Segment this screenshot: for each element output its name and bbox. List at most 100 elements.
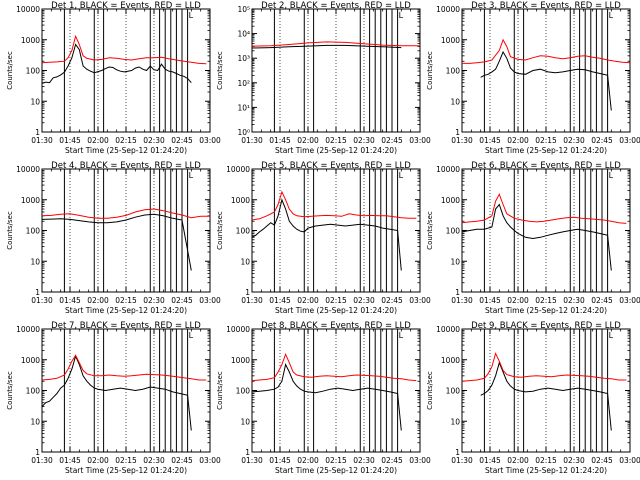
interval-marker-label: L: [189, 11, 194, 20]
x-tick-label: 01:30: [241, 296, 263, 305]
y-tick-label: 1000: [231, 356, 250, 365]
x-tick-label: 02:15: [535, 136, 557, 145]
y-tick-label: 1: [455, 128, 460, 137]
y-tick-label: 100: [26, 67, 41, 76]
plot-title: Det 6, BLACK = Events, RED = LLD: [471, 161, 621, 171]
interval-marker-label: L: [399, 171, 404, 180]
x-tick-label: 02:00: [87, 296, 109, 305]
x-tick-label: 02:30: [353, 456, 375, 465]
x-axis-label: Start Time (25-Sep-12 01:24:20): [485, 146, 607, 155]
x-tick-label: 01:30: [31, 296, 53, 305]
events-series-line: [41, 43, 192, 84]
y-axis-label: Counts/sec: [6, 51, 14, 90]
y-tick-label: 10000: [436, 325, 460, 334]
plot-title: Det 3, BLACK = Events, RED = LLD: [471, 1, 621, 11]
y-axis-label: Counts/sec: [216, 51, 224, 90]
x-tick-label: 01:30: [241, 456, 263, 465]
y-axis-label: Counts/sec: [426, 211, 434, 250]
x-tick-label: 03:00: [199, 296, 221, 305]
y-tick-label: 1: [245, 448, 250, 457]
x-tick-label: 01:45: [269, 136, 291, 145]
y-tick-label: 1000: [21, 356, 40, 365]
events-series-line: [480, 50, 612, 111]
y-tick-label: 1: [455, 288, 460, 297]
events-series-line: [461, 203, 612, 271]
x-tick-label: 01:30: [451, 296, 473, 305]
interval-marker-label: L: [189, 331, 194, 340]
lld-series-line: [251, 190, 417, 221]
x-tick-label: 02:15: [115, 136, 137, 145]
lld-series-line: [251, 352, 417, 382]
lld-series-line: [41, 354, 207, 381]
x-axis-label: Start Time (25-Sep-12 01:24:20): [275, 306, 397, 315]
x-tick-label: 01:30: [451, 456, 473, 465]
y-tick-label: 1: [35, 448, 40, 457]
y-tick-label: 10000: [436, 5, 460, 14]
x-tick-label: 02:15: [325, 136, 347, 145]
x-tick-label: 01:45: [479, 136, 501, 145]
y-tick-label: 10000: [436, 165, 460, 174]
y-tick-label: 100: [446, 387, 461, 396]
y-tick-label: 1000: [21, 196, 40, 205]
panel-det-5: Det 5, BLACK = Events, RED = LLD 1 10 100 10…: [216, 161, 431, 315]
x-tick-label: 03:00: [199, 456, 221, 465]
x-tick-label: 02:15: [325, 296, 347, 305]
x-tick-label: 02:00: [87, 456, 109, 465]
events-series-line: [251, 44, 402, 49]
plot-title: Det 7, BLACK = Events, RED = LLD: [51, 321, 201, 331]
x-axis-label: Start Time (25-Sep-12 01:24:20): [65, 146, 187, 155]
x-tick-label: 01:30: [451, 136, 473, 145]
x-axis-label: Start Time (25-Sep-12 01:24:20): [485, 306, 607, 315]
plot-title: Det 8, BLACK = Events, RED = LLD: [261, 321, 411, 331]
lld-series-line: [461, 193, 627, 224]
x-tick-label: 03:00: [619, 136, 640, 145]
plot-title: Det 9, BLACK = Events, RED = LLD: [471, 321, 621, 331]
interval-marker-label: L: [189, 171, 194, 180]
interval-marker-label: L: [609, 11, 614, 20]
x-tick-label: 01:30: [31, 456, 53, 465]
y-tick-label: 100: [26, 227, 41, 236]
y-tick-label: 10: [30, 257, 40, 266]
x-tick-label: 01:30: [241, 136, 263, 145]
y-tick-label: 10000: [226, 165, 250, 174]
y-axis-label: Counts/sec: [216, 211, 224, 250]
y-tick-label: 10⁴: [237, 30, 250, 39]
y-tick-label: 1: [455, 448, 460, 457]
x-tick-label: 01:45: [479, 296, 501, 305]
y-tick-label: 10⁰: [237, 128, 250, 137]
x-tick-label: 02:30: [563, 456, 585, 465]
x-tick-label: 01:45: [269, 456, 291, 465]
events-series-line: [480, 361, 612, 431]
panel-det-8: Det 8, BLACK = Events, RED = LLD 1 10 100 10…: [216, 321, 431, 475]
x-tick-label: 02:45: [381, 136, 403, 145]
y-tick-label: 100: [236, 387, 251, 396]
y-tick-label: 10²: [237, 79, 250, 88]
plot-title: Det 4, BLACK = Events, RED = LLD: [51, 161, 201, 171]
events-series-line: [251, 198, 402, 271]
plot-title: Det 1, BLACK = Events, RED = LLD: [51, 1, 201, 11]
y-axis-label: Counts/sec: [216, 371, 224, 410]
y-axis-label: Counts/sec: [6, 211, 14, 250]
y-axis-label: Counts/sec: [426, 51, 434, 90]
y-tick-label: 10: [240, 417, 250, 426]
y-axis-label: Counts/sec: [426, 371, 434, 410]
y-tick-label: 1: [35, 128, 40, 137]
panel-det-4: Det 4, BLACK = Events, RED = LLD 1 10 100 10…: [6, 161, 221, 315]
panel-det-1: Det 1, BLACK = Events, RED = LLD 1 10 100 10…: [6, 1, 221, 155]
x-tick-label: 03:00: [199, 136, 221, 145]
x-tick-label: 03:00: [409, 136, 431, 145]
events-series-line: [251, 363, 402, 431]
events-series-line: [41, 213, 192, 271]
interval-marker-label: L: [399, 11, 404, 20]
interval-marker-label: L: [609, 171, 614, 180]
lld-series-line: [461, 352, 627, 382]
y-tick-label: 10: [30, 417, 40, 426]
x-tick-label: 02:00: [507, 456, 529, 465]
lld-series-line: [251, 41, 420, 47]
x-tick-label: 02:15: [115, 456, 137, 465]
x-tick-label: 02:45: [171, 136, 193, 145]
panel-det-7: Det 7, BLACK = Events, RED = LLD 1 10 100 10…: [6, 321, 221, 475]
x-axis-label: Start Time (25-Sep-12 01:24:20): [65, 306, 187, 315]
y-tick-label: 10000: [226, 325, 250, 334]
